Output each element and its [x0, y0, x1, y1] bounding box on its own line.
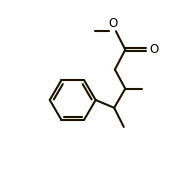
- Text: O: O: [150, 43, 159, 56]
- Text: O: O: [108, 17, 117, 30]
